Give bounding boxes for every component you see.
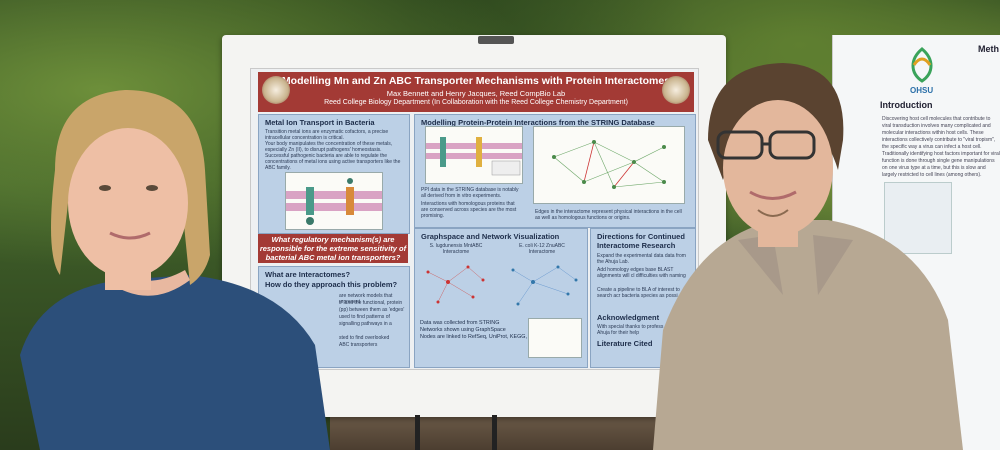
text-line: are network models that represent <box>339 293 393 305</box>
bullet: Data was collected from STRING <box>420 320 500 326</box>
network-label: E. coli K-12 ZnuABC Interactome <box>519 243 565 255</box>
bullet: Networks shown using GraphSpace <box>420 327 506 334</box>
string-diagram <box>425 126 523 184</box>
text-line: s" and the functional, protein <box>339 300 403 306</box>
bullet-3: Successful pathogenic bacteria are able … <box>265 153 401 171</box>
section-title: What are Interactomes? <box>265 270 351 279</box>
bullet-2: Interactions with homologous proteins th… <box>421 201 517 219</box>
text-line: (pp) between them as 'edges' <box>339 307 405 313</box>
ohsu-intro-text: Discovering host cell molecules that con… <box>882 116 1000 178</box>
bullet-2: Add homology edges base BLAST alignments… <box>597 267 686 279</box>
easel-clip <box>478 36 514 44</box>
ohsu-logo-icon <box>911 47 933 83</box>
section-title: Metal Ion Transport in Bacteria <box>265 118 375 127</box>
poster-title: Modelling Mn and Zn ABC Transporter Mech… <box>281 75 671 87</box>
bullet-3: Create a pipeline to BLA of interest to … <box>597 287 680 299</box>
graphspace-bullets: Data was collected from STRING Networks … <box>420 320 564 342</box>
ohsu-logo-text: OHSU <box>910 86 934 95</box>
literature-title: Literature Cited <box>597 339 653 348</box>
section-title: Modelling Protein-Protein Interactions f… <box>421 118 655 127</box>
section-subtitle: How do they approach this problem? <box>265 280 398 289</box>
person-right <box>653 63 963 450</box>
reed-seal-icon <box>262 76 290 104</box>
acknowledgments-text: With special thanks to profess and Shiva… <box>597 324 691 336</box>
network-label: S. lugdunensis MntABC Interactome <box>429 243 483 255</box>
poster-banner: Modelling Mn and Zn ABC Transporter Mech… <box>258 72 694 112</box>
research-question: What regulatory mechanism(s) are respons… <box>258 234 408 263</box>
poster-department: Reed College Biology Department (In Coll… <box>324 99 628 106</box>
graphspace-networks <box>426 265 578 306</box>
bullet-2: Your body manipulates the concentration … <box>265 141 393 153</box>
bullet: Nodes are linked to RefSeq, UniProt, KEG… <box>420 334 565 341</box>
section-title: Graphspace and Network Visualization <box>421 232 560 241</box>
bullet-1: PPI data in the STRING database is notab… <box>421 187 519 199</box>
acknowledgments-title: Acknowledgment <box>597 313 660 322</box>
text-line: sted to find overlooked <box>339 335 390 341</box>
ohsu-intro-title: Introduction <box>880 100 933 110</box>
reed-seal-icon <box>662 76 690 104</box>
bullet-1: Expand the experimental data data from t… <box>597 253 686 265</box>
figure-caption: Edges in the interactome represent physi… <box>535 209 682 221</box>
text-line: ABC transporters <box>339 342 378 348</box>
bullet-1: Transition metal ions are enzymatic cofa… <box>265 129 389 141</box>
text-line: signalling pathways in a <box>339 321 392 327</box>
ohsu-heading: Meth <box>978 44 999 54</box>
ohsu-figure <box>884 182 952 254</box>
section-title: Directions for Continued Interactome Res… <box>597 232 685 250</box>
easel-leg <box>492 415 497 450</box>
node-info-card <box>528 318 582 358</box>
transporter-diagram <box>285 172 383 230</box>
person-left <box>20 90 330 450</box>
string-network <box>533 126 685 204</box>
text-line: used to find patterns of <box>339 314 390 320</box>
poster-authors: Max Bennett and Henry Jacques, Reed Comp… <box>386 89 566 98</box>
easel-leg <box>415 415 420 450</box>
